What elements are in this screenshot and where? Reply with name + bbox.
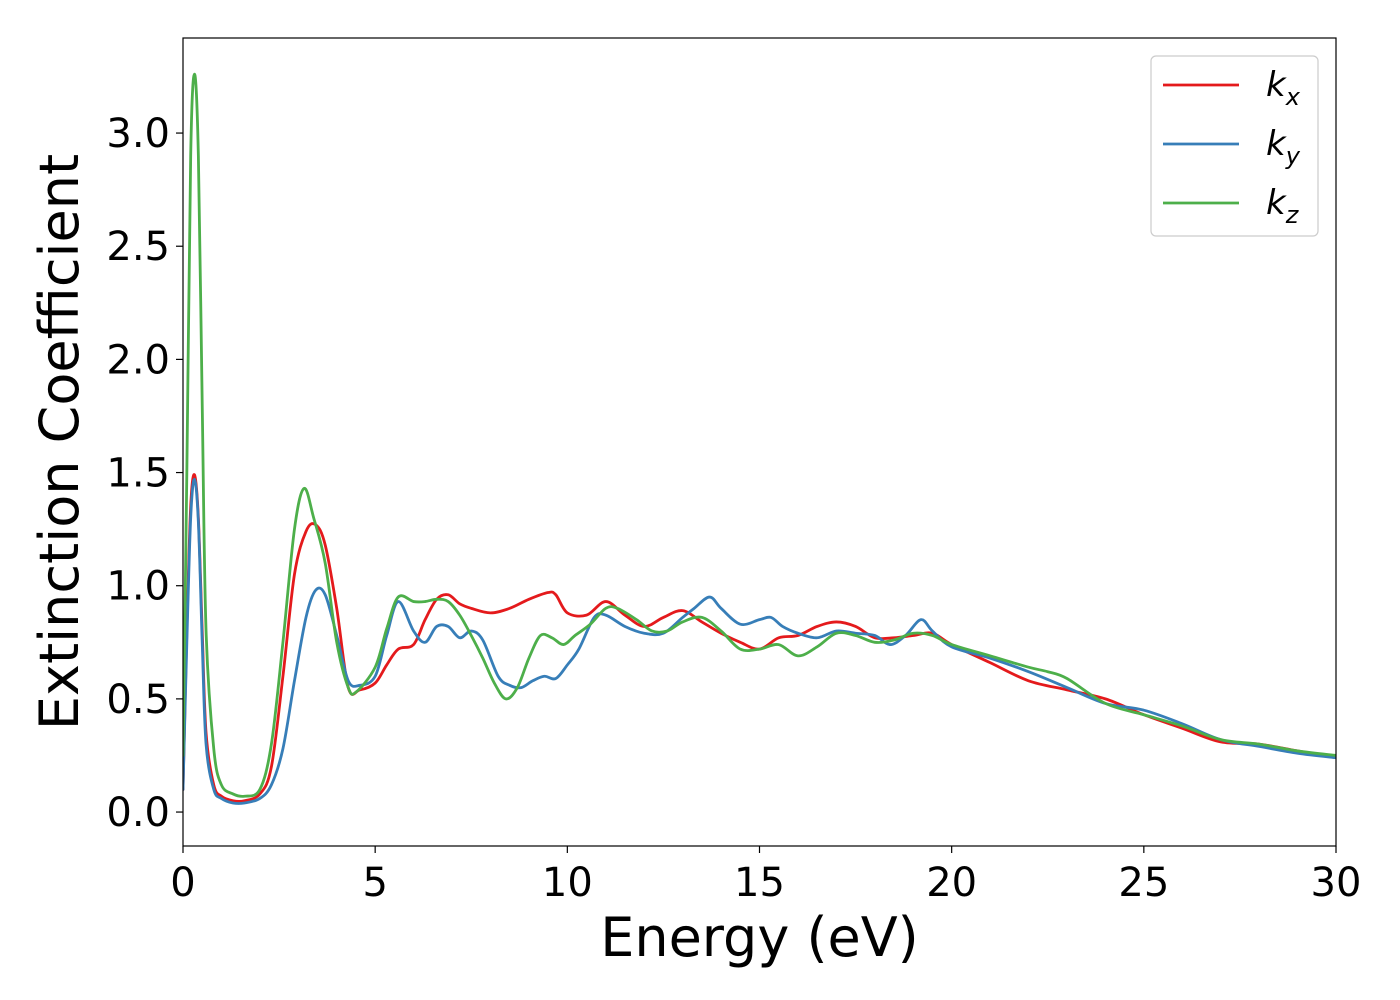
series-line-kz	[183, 72, 1336, 798]
plot-frame	[182, 37, 1337, 847]
x-ticks: 0 5 10 15 20 25 30	[170, 846, 1361, 906]
series-line-ky	[183, 477, 1336, 805]
legend-label-kx: kx	[1266, 65, 1301, 111]
legend: kx ky kz	[1150, 55, 1319, 237]
x-tick-label: 5	[362, 860, 387, 906]
x-tick-label: 30	[1311, 860, 1362, 906]
plot-lines	[183, 72, 1336, 805]
y-tick-label: 1.0	[106, 564, 170, 610]
y-tick-label: 1.5	[106, 451, 170, 497]
x-tick-label: 20	[926, 860, 977, 906]
y-ticks: 0.0 0.5 1.0 1.5 2.0 2.5 3.0	[106, 111, 183, 836]
x-tick-label: 10	[542, 860, 593, 906]
y-tick-label: 3.0	[106, 111, 170, 157]
series-line-kx	[183, 473, 1336, 803]
x-axis-title: Energy (eV)	[600, 906, 919, 969]
x-tick-label: 25	[1118, 860, 1169, 906]
y-axis-title: Extinction Coefficient	[28, 154, 91, 730]
y-tick-label: 2.0	[106, 337, 170, 383]
x-tick-label: 15	[734, 860, 785, 906]
y-tick-label: 2.5	[106, 224, 170, 270]
legend-label-kz: kz	[1266, 183, 1300, 229]
legend-box	[1150, 55, 1319, 237]
legend-label-ky: ky	[1266, 124, 1301, 170]
x-tick-label: 0	[170, 860, 195, 906]
y-tick-label: 0.5	[106, 677, 170, 723]
y-tick-label: 0.0	[106, 790, 170, 836]
